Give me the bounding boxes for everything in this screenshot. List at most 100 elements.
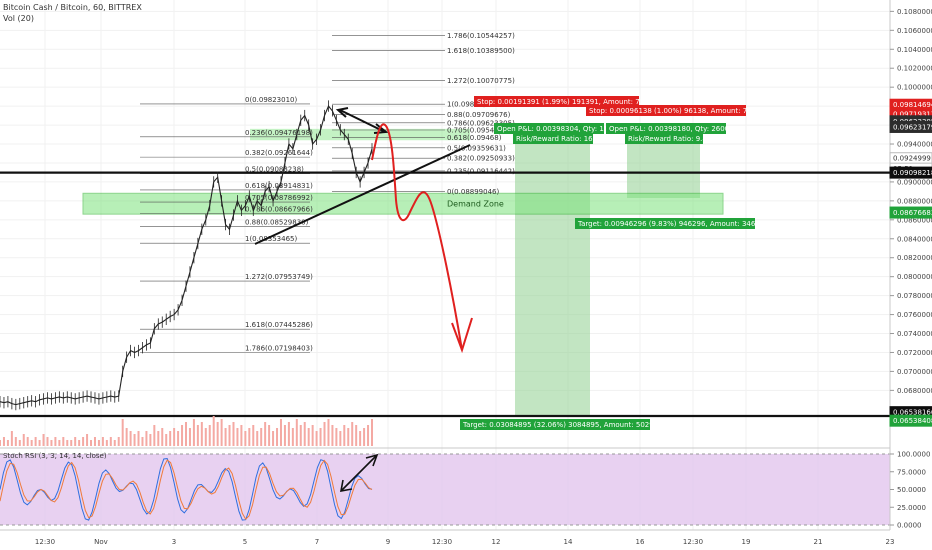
price-tag: 0.06538166 (893, 409, 932, 417)
volume-bar (303, 422, 306, 446)
rsi-band (0, 454, 890, 525)
volume-bar (192, 419, 195, 446)
y-tick-label: 0.10800000 (897, 8, 932, 16)
volume-bar (6, 440, 9, 446)
volume-bar (153, 425, 156, 446)
fib-right-label: 1.786(0.10544257) (447, 32, 515, 40)
stop-label-2-bg (586, 105, 746, 116)
x-tick-label: Nov (94, 538, 108, 546)
volume-bar (30, 440, 33, 446)
fib-left-label: 1.786(0.07198403) (245, 345, 313, 353)
volume-bar (90, 440, 93, 446)
symbol-title: Bitcoin Cash / Bitcoin, 60, BITTREX (3, 3, 142, 12)
rsi-tick-label: 25.0000 (897, 504, 926, 512)
volume-bar (42, 434, 45, 446)
volume-bar (185, 422, 187, 446)
volume-bar (46, 437, 49, 446)
rsi-d-line (0, 459, 373, 521)
volume-bar (347, 428, 350, 446)
volume-bar (109, 437, 112, 446)
stop-label-2: Stop: 0.00096138 (1.00%) 96138, Amount: … (589, 107, 756, 115)
volume-bar (0, 440, 1, 446)
stoch-rsi-panel: Stoch RSI (3, 3, 14, 14, close) (0, 447, 890, 526)
volume-bar (323, 422, 326, 446)
volume-bar (216, 422, 219, 446)
drawings (254, 107, 473, 492)
volume-bar (299, 425, 302, 446)
fib-left-label: 0.786(0.08667966) (245, 205, 313, 213)
fib-left-label: 0.88(0.08529830) (245, 218, 309, 226)
y-tick-label: 0.07000000 (897, 368, 932, 376)
volume-bar (74, 437, 77, 446)
x-tick-label: 19 (742, 538, 751, 546)
price-tag: 0.09623179 (893, 123, 932, 131)
volume-bar (260, 428, 263, 446)
volume-bar (34, 437, 37, 446)
y-tick-label: 0.07600000 (897, 311, 932, 319)
volume-bar (18, 440, 21, 446)
volume-bars (0, 416, 373, 446)
target-label-1-bg (460, 419, 650, 430)
fib-right-label: 0.235(0.09116442) (447, 167, 515, 175)
fib-right-label: 1.618(0.10389500) (447, 47, 515, 55)
y-tick-label: 0.09400000 (897, 141, 932, 149)
volume-bar (97, 440, 100, 446)
labels: Stop: 0.00191391 (1.99%) 191391, Amount:… (460, 96, 771, 430)
pnl-label-2: Open P&L: 0.00398180, Qty: 260042 (609, 125, 738, 133)
volume-bar (236, 428, 239, 446)
volume-bar (54, 437, 57, 446)
target-zone-1 (515, 132, 590, 416)
volume-bar (129, 431, 132, 446)
y-tick-label: 0.10200000 (897, 65, 932, 73)
volume-bar (161, 428, 164, 446)
volume-bar (181, 425, 184, 446)
volume-bar (276, 428, 279, 446)
rr-label-2: Risk/Reward Ratio: 9.84 (628, 135, 712, 143)
volume-bar (117, 437, 120, 446)
volume-bar (335, 428, 338, 446)
fib-right-label: 0.5(0.09359631) (447, 144, 506, 152)
volume-bar (50, 440, 53, 446)
x-tick-label: 7 (315, 538, 319, 546)
volume-bar (295, 419, 298, 446)
volume-bar (145, 431, 148, 446)
x-tick-label: 5 (243, 538, 247, 546)
volume-bar (283, 425, 286, 446)
volume-bar (264, 422, 267, 446)
fib-right-label: 0(0.08899046) (447, 188, 499, 196)
price-tag-bg (889, 120, 932, 133)
volume-bar (363, 428, 366, 446)
volume-bar (367, 425, 370, 446)
x-tick-label: 23 (886, 538, 895, 546)
volume-bar (86, 434, 89, 446)
fib-right-label: 1.272(0.10070775) (447, 77, 515, 85)
stop-label-1-bg (474, 96, 639, 107)
volume-bar (240, 425, 243, 446)
fib-left-label: 1.272(0.07953749) (245, 273, 313, 281)
rr-label-1: Risk/Reward Ratio: 16.12 (516, 135, 604, 143)
volume-bar (200, 422, 203, 446)
y-tick-label: 0.10000000 (897, 84, 932, 92)
volume-bar (121, 419, 124, 446)
projection-path (371, 123, 463, 351)
volume-bar (371, 419, 373, 446)
price-tag: 0.08676683 (893, 209, 932, 217)
volume-bar (287, 422, 290, 446)
volume-bar (208, 425, 211, 446)
price-tag: 0.06538408 (893, 417, 932, 425)
fib-right-label: 0.88(0.09709676) (447, 111, 511, 119)
demand-zone-label: Demand Zone (447, 199, 504, 208)
volume-bar (58, 440, 61, 446)
volume-bar (212, 416, 215, 446)
volume-bar (101, 437, 104, 446)
volume-bar (113, 440, 116, 446)
rsi-tick-label: 75.0000 (897, 468, 926, 476)
rsi-label: Stoch RSI (3, 3, 14, 14, close) (3, 452, 107, 460)
volume-bar (268, 425, 271, 446)
volume-bar (319, 428, 322, 446)
volume-bar (82, 437, 85, 446)
price-tag: 0.0924999 (893, 155, 931, 163)
volume-bar (133, 434, 136, 446)
rr-label-1-bg (513, 133, 593, 144)
